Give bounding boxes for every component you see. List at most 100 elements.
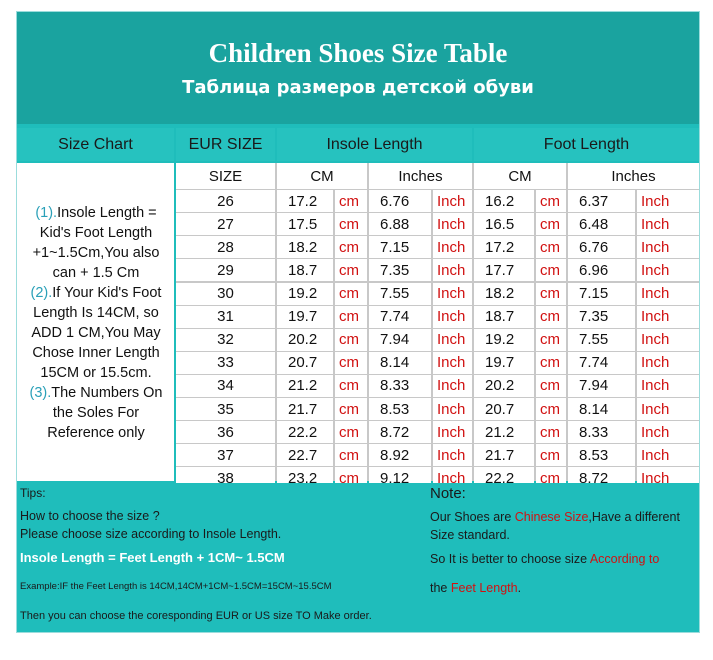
note-line: Length Is 14CM, so: [33, 305, 159, 321]
unit-inch: Inch: [637, 305, 699, 328]
cell-insole-in: 7.35: [369, 259, 431, 282]
cell-insole-in: 8.33: [369, 374, 431, 397]
cell-foot-in: 7.55: [568, 328, 635, 351]
cell-foot-cm: 18.7: [474, 305, 534, 328]
header-eur-size: EUR SIZE: [176, 128, 275, 161]
note-line-1: Our Shoes are Chinese Size,Have a differ…: [430, 510, 680, 524]
cell-eur: 29: [176, 259, 275, 282]
note-line: If Your Kid's Foot: [52, 285, 162, 301]
unit-cm: cm: [335, 259, 367, 282]
unit-inch: Inch: [433, 398, 472, 421]
cell-foot-in: 7.35: [568, 305, 635, 328]
unit-cm: cm: [536, 282, 566, 305]
cell-foot-in: 6.96: [568, 259, 635, 282]
cell-insole-cm: 19.7: [277, 305, 333, 328]
unit-cm: cm: [536, 398, 566, 421]
unit-inch: Inch: [433, 259, 472, 282]
cell-foot-cm: 21.7: [474, 444, 534, 467]
title-english: Children Shoes Size Table: [208, 38, 508, 68]
unit-cm: cm: [536, 236, 566, 259]
cell-eur: 28: [176, 236, 275, 259]
unit-cm: cm: [536, 328, 566, 351]
cell-foot-cm: 17.2: [474, 236, 534, 259]
size-table: SIZE CM Inches CM Inches 26 17.2 cm 6.76 Inch 16.2…: [176, 163, 699, 490]
unit-inch: Inch: [637, 236, 699, 259]
unit-cm: cm: [536, 190, 566, 213]
note-line: the Soles For: [52, 405, 140, 421]
unit-cm: cm: [335, 421, 367, 444]
size-chart-image: Children Shoes Size Table Таблица размер…: [16, 11, 700, 633]
according-to-highlight: According to: [589, 552, 660, 566]
tips-last-line: Then you can choose the coresponding EUR…: [20, 610, 372, 622]
cell-foot-cm: 16.2: [474, 190, 534, 213]
note-line: Reference only: [47, 425, 145, 441]
cell-eur: 26: [176, 190, 275, 213]
unit-cm: cm: [536, 421, 566, 444]
unit-inch: Inch: [433, 421, 472, 444]
unit-inch: Inch: [637, 421, 699, 444]
cell-foot-in: 7.15: [568, 282, 635, 305]
note-line: Insole Length =: [57, 205, 157, 221]
note-line: ADD 1 CM,You May: [31, 325, 161, 341]
unit-cm: cm: [536, 305, 566, 328]
chinese-size-highlight: Chinese Size: [514, 510, 589, 524]
unit-inch: Inch: [433, 374, 472, 397]
unit-cm: cm: [536, 374, 566, 397]
unit-inch: Inch: [433, 190, 472, 213]
unit-inch: Inch: [637, 213, 699, 236]
cell-insole-cm: 19.2: [277, 282, 333, 305]
unit-inch: Inch: [433, 305, 472, 328]
cell-foot-in: 7.74: [568, 351, 635, 374]
cell-insole-in: 7.74: [369, 305, 431, 328]
unit-cm: cm: [536, 213, 566, 236]
cell-foot-in: 8.14: [568, 398, 635, 421]
cell-insole-in: 8.72: [369, 421, 431, 444]
note-line: 15CM or 15.5cm.: [40, 365, 152, 381]
cell-eur: 30: [176, 282, 275, 305]
unit-inch: Inch: [637, 351, 699, 374]
note-line-3: So It is better to choose size According…: [430, 552, 660, 566]
tips-example: Example:IF the Feet Length is 14CM,14CM+…: [20, 581, 332, 592]
unit-inch: Inch: [433, 444, 472, 467]
unit-inch: Inch: [637, 282, 699, 305]
unit-inch: Inch: [637, 190, 699, 213]
size-chart-notes: (1).Insole Length = Kid's Foot Length +1…: [17, 163, 174, 481]
cell-eur: 33: [176, 351, 275, 374]
unit-inch: Inch: [433, 236, 472, 259]
unit-inch: Inch: [637, 328, 699, 351]
note-heading: Note:: [430, 485, 466, 502]
title-banner: Children Shoes Size Table Таблица размер…: [17, 12, 699, 124]
cell-insole-cm: 21.7: [277, 398, 333, 421]
header-foot-length: Foot Length: [474, 128, 699, 161]
title-russian: Таблица размеров детской обуви: [182, 77, 534, 98]
feet-length-highlight: Feet Length: [450, 581, 518, 595]
unit-cm: cm: [335, 236, 367, 259]
unit-cm: cm: [335, 444, 367, 467]
cell-foot-in: 8.53: [568, 444, 635, 467]
note-line: The Numbers On: [51, 385, 163, 401]
subheader-foot-cm: CM: [474, 163, 566, 190]
subheader-insole-inches: Inches: [369, 163, 472, 190]
cell-foot-cm: 21.2: [474, 421, 534, 444]
unit-cm: cm: [335, 328, 367, 351]
unit-cm: cm: [335, 351, 367, 374]
cell-foot-in: 6.76: [568, 236, 635, 259]
tips-panel: Tips: How to choose the size ? Please ch…: [17, 483, 699, 632]
cell-insole-cm: 18.7: [277, 259, 333, 282]
subheader-insole-cm: CM: [277, 163, 367, 190]
unit-cm: cm: [335, 305, 367, 328]
unit-cm: cm: [335, 282, 367, 305]
cell-eur: 27: [176, 213, 275, 236]
cell-insole-in: 7.94: [369, 328, 431, 351]
unit-inch: Inch: [637, 374, 699, 397]
cell-eur: 37: [176, 444, 275, 467]
unit-inch: Inch: [637, 259, 699, 282]
header-insole-length: Insole Length: [277, 128, 472, 161]
tips-heading: Tips:: [20, 486, 46, 500]
cell-eur: 35: [176, 398, 275, 421]
note-line: can + 1.5 Cm: [52, 265, 140, 281]
unit-inch: Inch: [433, 328, 472, 351]
unit-cm: cm: [536, 259, 566, 282]
unit-cm: cm: [536, 351, 566, 374]
cell-insole-cm: 20.7: [277, 351, 333, 374]
